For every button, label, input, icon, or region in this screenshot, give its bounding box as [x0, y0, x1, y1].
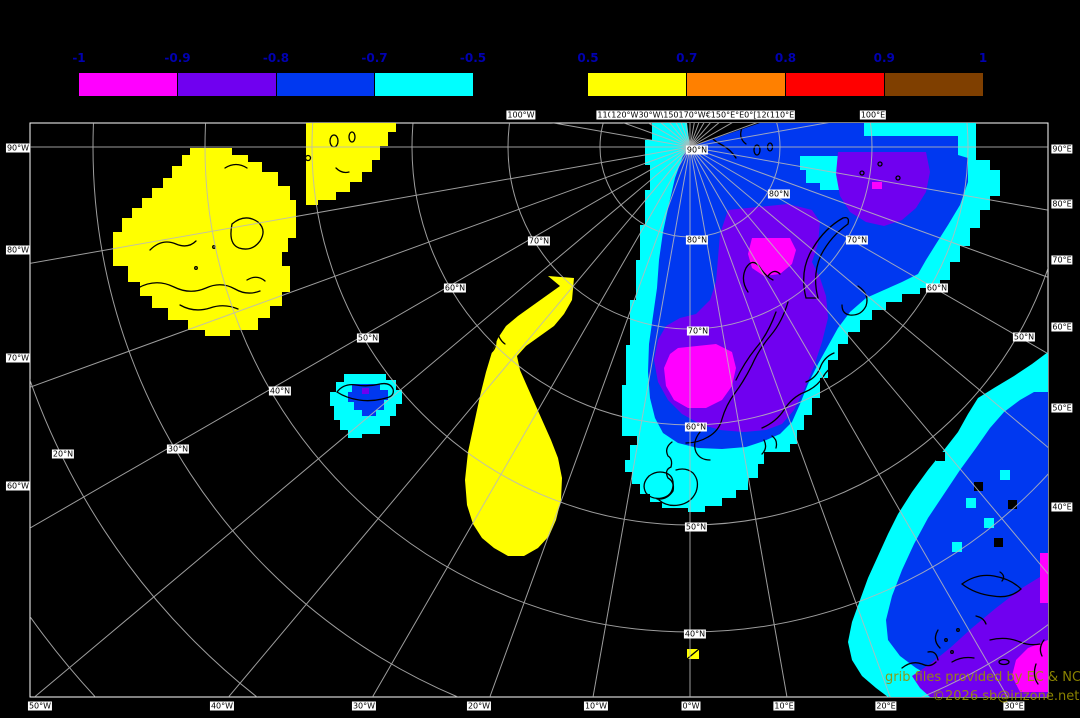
grid-label-central-50n: 50°N — [684, 522, 708, 532]
region-violet-levant — [912, 572, 1048, 697]
region-yellow-arctic-islands — [306, 123, 396, 205]
grid-label-top-100w: 100°W — [506, 110, 536, 120]
grid-label-bottom-30e: 30°E — [1003, 701, 1025, 711]
grid-label-west-40n: 40°N — [268, 386, 292, 396]
grid-label-bottom-0w: 0°W — [681, 701, 701, 711]
grid-label-top-100e: 100°E — [859, 110, 887, 120]
region-magenta-barents-pixel — [872, 182, 882, 189]
region-cyan-inlier — [800, 156, 846, 190]
region-magenta-egypt — [1012, 640, 1048, 692]
grid-label-bottom-30w: 30°W — [351, 701, 377, 711]
colorbar-segment-brown — [885, 73, 983, 96]
watermark-copyright: ©2026 sb@irizone.net — [932, 689, 1080, 704]
colorbar-segment-orange — [687, 73, 785, 96]
grid-label-east-70n: 70°N — [845, 235, 869, 245]
region-violet-iceland-core — [362, 388, 369, 394]
legend-neg-tick: -0.8 — [262, 51, 290, 65]
legend-pos-tick: 1 — [978, 51, 988, 65]
grid-label-top-pole-cluster: 120°W30°W\150170°W€150°E°E0°[120°E — [610, 110, 782, 120]
region-magenta-norwegian-sea — [664, 344, 736, 408]
legend-pos-tick: 0.7 — [676, 51, 698, 65]
legend-neg-tick: -0.5 — [459, 51, 487, 65]
grid-label-west-30n: 30°N — [166, 444, 190, 454]
legend-neg-tick: -0.7 — [361, 51, 388, 65]
grid-label-bottom-10w: 10°W — [583, 701, 609, 711]
grid-label-left-80w: 80°W — [5, 245, 31, 255]
legend-negative: -1 -0.9 -0.8 -0.7 -0.5 — [72, 51, 486, 97]
grid-label-bottom-40w: 40°W — [209, 701, 235, 711]
colorbar-segment-yellow — [588, 73, 686, 96]
coastlines — [137, 126, 1045, 685]
grid-label-right-40e: 40°E — [1051, 502, 1073, 512]
legend-pos-tick: 0.9 — [873, 51, 895, 65]
grid-label-central-40n: 40°N — [683, 629, 707, 639]
colorbar-segment-red — [786, 73, 884, 96]
grid-label-bottom-50w: 50°W — [27, 701, 53, 711]
grid-label-central-70n: 70°N — [686, 326, 710, 336]
grid-label-right-70e: 70°E — [1051, 255, 1073, 265]
region-magenta-edge-sliver — [1040, 553, 1048, 603]
grid-label-bottom-10e: 10°E — [773, 701, 795, 711]
grid-label-west-50n: 50°N — [356, 333, 380, 343]
legend-neg-tick: -0.9 — [164, 51, 191, 65]
colorbar-segment-magenta — [79, 73, 177, 96]
legend-neg-tick: -1 — [72, 51, 86, 65]
colorbar-segment-cyan — [375, 73, 473, 96]
grid-label-left-60w: 60°W — [5, 481, 31, 491]
grid-label-bottom-20e: 20°E — [875, 701, 897, 711]
grid-label-central-80n: 80°N — [685, 235, 709, 245]
grid-label-right-50e: 50°E — [1051, 403, 1073, 413]
grid-label-west-60n: 60°N — [443, 283, 467, 293]
grid-label-right-60e: 60°E — [1051, 322, 1073, 332]
legend-pos-tick: 0.8 — [774, 51, 797, 65]
colorbar-segment-violet — [177, 73, 276, 96]
region-yellow-atlantic — [465, 276, 574, 556]
region-blue-iceland — [348, 384, 388, 416]
grid-label-pole-90n: 90°N — [685, 145, 709, 155]
grid-label-bottom-20w: 20°W — [466, 701, 492, 711]
grid-label-central-60n: 60°N — [684, 422, 708, 432]
colorbar-segment-blue — [276, 73, 375, 96]
region-violet-barents — [836, 152, 930, 226]
grid-label-left-90w: 90°W — [5, 143, 31, 153]
grid-label-east-60n: 60°N — [925, 283, 949, 293]
grid-label-east-80n: 80°N — [767, 189, 791, 199]
watermark-provider: grib files provided by EC & NCEP — [885, 670, 1080, 685]
grid-label-top-110e: 110°E — [768, 110, 796, 120]
legend-pos-tick: 0.5 — [577, 51, 599, 65]
grid-label-right-80e: 80°E — [1051, 199, 1073, 209]
speckle-cells — [936, 452, 1017, 552]
grid-label-east-50n: 50°N — [1012, 332, 1036, 342]
grid-label-west-70n: 70°N — [527, 236, 551, 246]
region-yellow-canada — [113, 148, 296, 336]
legend-positive: 0.5 0.7 0.8 0.9 1 — [577, 51, 987, 97]
legend-positive-colorbar — [588, 73, 983, 96]
grid-label-west-20n: 20°N — [51, 449, 75, 459]
grid-label-right-90e: 90°E — [1051, 144, 1073, 154]
grid-label-left-70w: 70°W — [5, 353, 31, 363]
legend-negative-colorbar — [79, 73, 473, 96]
